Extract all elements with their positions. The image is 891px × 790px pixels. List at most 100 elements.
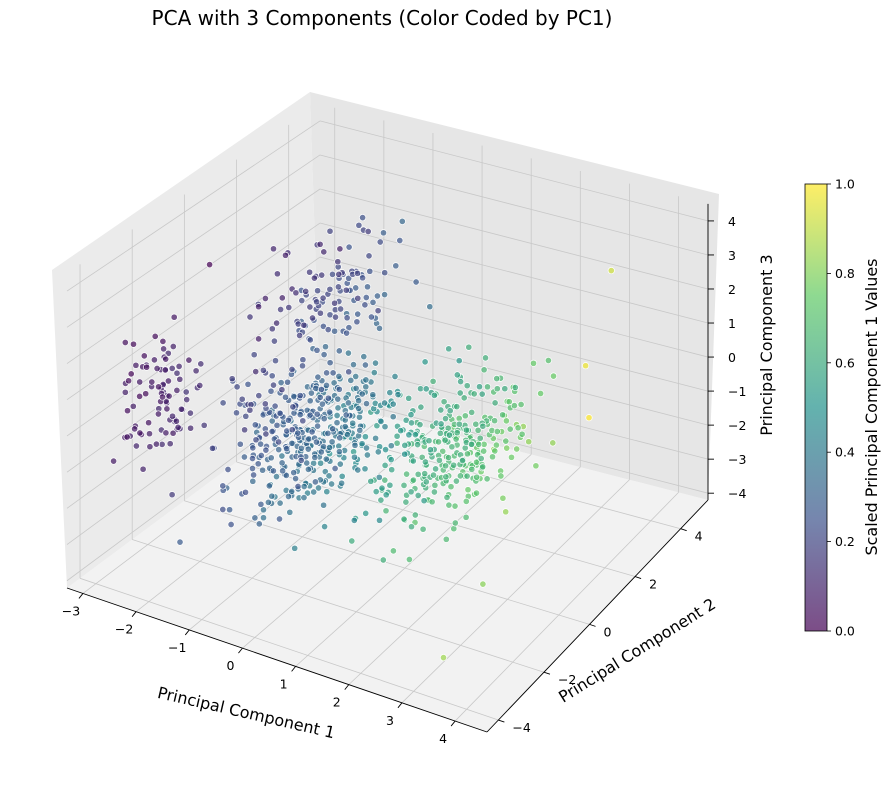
x-tick-mark — [344, 684, 350, 690]
scatter-point — [317, 448, 325, 456]
scatter-point — [282, 471, 290, 479]
scatter-point — [455, 357, 463, 365]
colorbar-tick-label: 0.8 — [835, 266, 855, 281]
scatter-point — [129, 340, 138, 348]
scatter-point — [345, 368, 353, 376]
scatter-point — [306, 268, 314, 276]
z-tick-label: 4 — [728, 214, 736, 229]
scatter-point — [311, 453, 319, 462]
scatter-point — [502, 417, 510, 425]
scatter-point — [320, 351, 328, 359]
scatter-point — [313, 410, 321, 418]
scatter-point — [381, 423, 389, 431]
scatter-point — [121, 388, 129, 396]
scatter-point — [208, 444, 217, 452]
x-tick-label: 4 — [439, 731, 447, 746]
scatter-point — [227, 520, 235, 529]
grid-line-z-left — [66, 358, 321, 545]
scatter-point — [331, 464, 339, 473]
scatter-point — [349, 361, 358, 369]
scatter-point — [386, 481, 394, 489]
scatter-point — [367, 313, 375, 321]
scatter-point — [161, 366, 169, 374]
scatter-point — [428, 498, 436, 506]
scatter-point — [344, 349, 352, 357]
grid-line-x-floor — [295, 454, 532, 667]
scatter-point — [391, 372, 399, 381]
scatter-point — [400, 515, 408, 523]
scatter-point — [306, 303, 314, 311]
scatter-point — [168, 412, 177, 420]
scatter-point — [361, 301, 369, 309]
scatter-point — [362, 400, 371, 408]
scatter-point — [472, 489, 481, 497]
scatter-point — [302, 287, 310, 295]
colorbar: 0.0 0.2 0.4 0.6 0.8 1.0 Scaled Principal Compo… — [804, 177, 881, 639]
scatter-point — [317, 385, 325, 394]
scatter-point — [298, 297, 306, 305]
scatter-point — [294, 482, 302, 491]
scatter-point — [514, 424, 522, 432]
scatter-point — [417, 403, 425, 411]
scatter-point — [446, 407, 454, 415]
chart-title: PCA with 3 Components (Color Coded by PC… — [152, 6, 613, 30]
scatter-point — [316, 240, 324, 248]
scatter-point — [182, 388, 190, 396]
scatter-point — [444, 454, 453, 462]
scatter-point — [400, 481, 408, 489]
scatter-point — [430, 391, 438, 399]
scatter-point — [441, 415, 450, 423]
grid-line-z-back — [319, 392, 709, 494]
colorbar-bar — [804, 183, 828, 632]
scatter-point — [503, 444, 511, 452]
scatter-point — [259, 466, 267, 474]
scatter-point — [335, 270, 343, 278]
z-tick-label: 0 — [728, 350, 736, 365]
scatter-point — [300, 482, 308, 491]
scatter-point — [331, 313, 340, 321]
scatter-point — [262, 446, 270, 454]
scatter-point — [451, 519, 459, 527]
z-tick-label: 3 — [728, 248, 736, 263]
scatter-point — [334, 258, 342, 266]
scatter-point — [290, 469, 298, 477]
z-axis-label: Principal Component 3 — [757, 254, 776, 435]
scatter-point — [440, 398, 448, 406]
scatter-point — [129, 402, 137, 410]
scatter-point — [139, 465, 147, 473]
scatter-point — [407, 419, 416, 427]
scatter-point — [277, 379, 285, 387]
scatter-point — [328, 270, 337, 278]
scatter-point — [506, 425, 514, 433]
scatter-point — [169, 429, 177, 437]
scatter-point — [335, 448, 343, 456]
scatter-point — [463, 382, 471, 390]
scatter-point — [257, 500, 265, 508]
scatter-point — [284, 492, 293, 501]
floor-pane — [67, 400, 708, 732]
scatter-point — [166, 440, 174, 448]
scatter-point — [479, 422, 487, 430]
scatter-point — [407, 523, 416, 531]
scatter-point — [304, 445, 312, 453]
scatter-point — [145, 419, 153, 427]
scatter-point — [481, 354, 490, 362]
y-tick-mark — [589, 623, 596, 627]
scatter-point — [155, 383, 163, 391]
scatter-point — [319, 294, 327, 302]
scatter-point — [246, 313, 254, 321]
scatter-point — [414, 491, 422, 500]
grid-line-z-left — [66, 324, 321, 509]
scatter-point — [338, 479, 346, 487]
scatter-point — [477, 454, 485, 463]
scatter-point — [269, 467, 277, 475]
scatter-point — [265, 482, 273, 490]
scatter-point — [185, 356, 193, 364]
scatter-point — [455, 414, 463, 422]
scatter-point — [381, 399, 389, 407]
scatter-point — [313, 298, 321, 306]
scatter-point — [464, 486, 472, 494]
scatter-point — [296, 392, 304, 400]
scatter-point — [422, 385, 430, 393]
scatter-point — [299, 356, 307, 364]
